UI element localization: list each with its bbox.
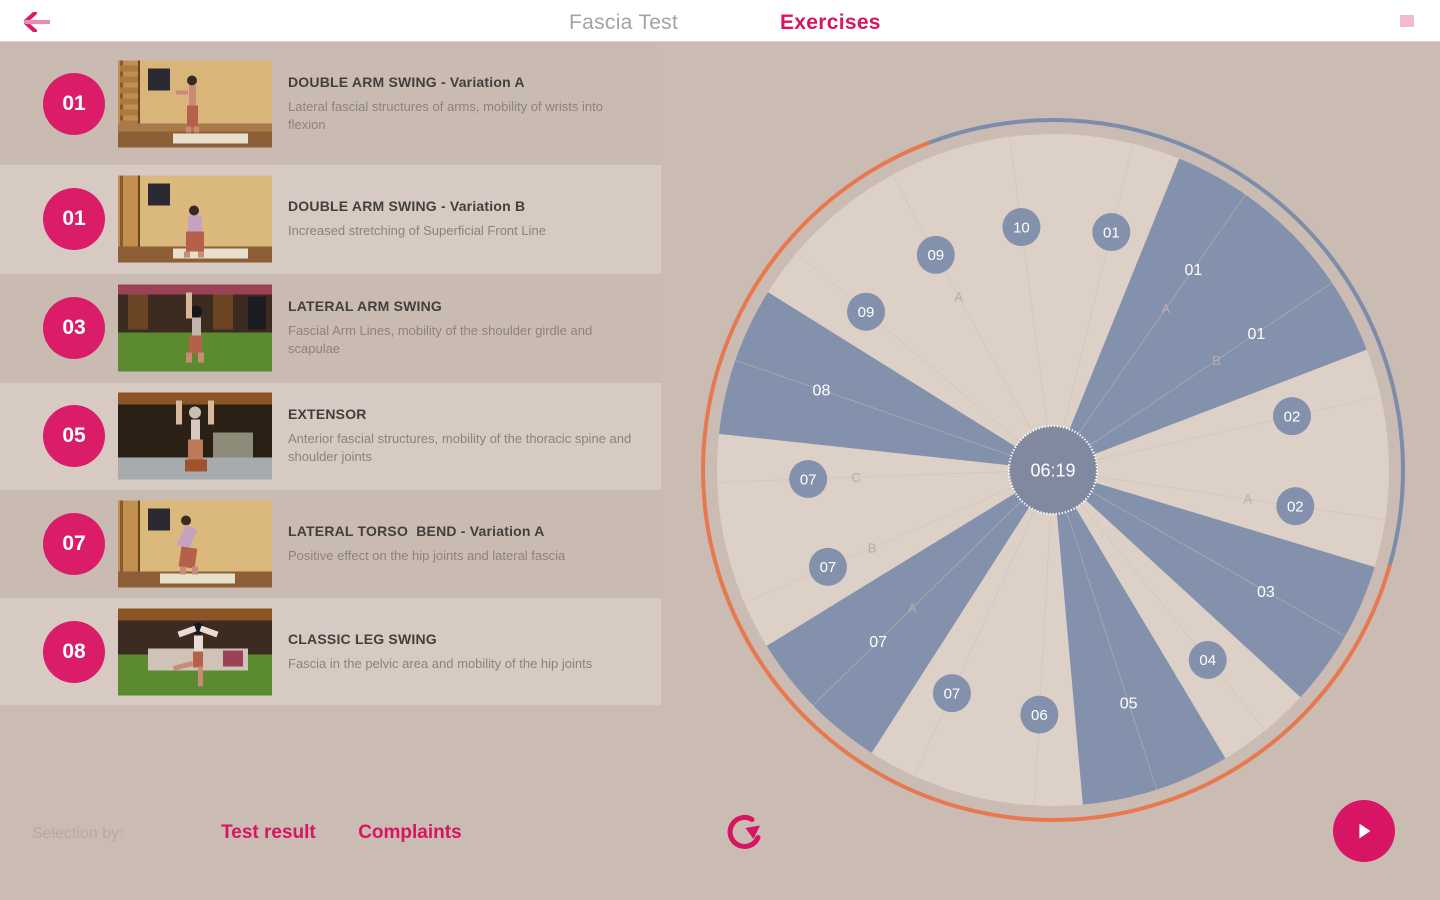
svg-text:C: C: [851, 470, 860, 485]
svg-text:03: 03: [1257, 584, 1275, 601]
svg-text:08: 08: [813, 383, 831, 400]
svg-text:04: 04: [1199, 652, 1216, 669]
svg-text:B: B: [1212, 353, 1221, 368]
svg-text:09: 09: [858, 304, 875, 321]
svg-text:07: 07: [800, 471, 817, 488]
svg-text:10: 10: [1013, 219, 1030, 236]
svg-text:07: 07: [820, 559, 837, 576]
svg-text:05: 05: [1120, 696, 1138, 713]
svg-text:02: 02: [1284, 408, 1301, 425]
svg-text:A: A: [954, 290, 963, 305]
svg-text:06: 06: [1031, 707, 1048, 724]
svg-text:01: 01: [1184, 262, 1202, 279]
svg-text:B: B: [868, 540, 877, 555]
svg-text:07: 07: [869, 634, 887, 651]
svg-text:A: A: [908, 601, 917, 616]
svg-text:09: 09: [927, 247, 944, 264]
svg-text:01: 01: [1248, 326, 1266, 343]
svg-text:07: 07: [944, 685, 961, 702]
svg-text:02: 02: [1287, 498, 1304, 515]
svg-text:01: 01: [1103, 224, 1120, 241]
svg-text:A: A: [1244, 492, 1253, 507]
svg-text:A: A: [1162, 301, 1171, 316]
svg-text:06:19: 06:19: [1030, 461, 1075, 481]
